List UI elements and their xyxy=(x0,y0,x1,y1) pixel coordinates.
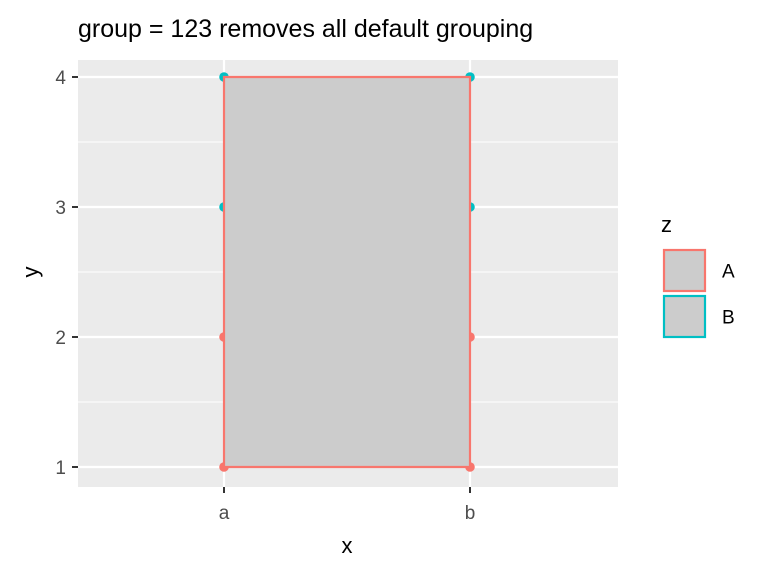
y-tick-label: 1 xyxy=(55,458,66,479)
x-tick-label: a xyxy=(219,503,230,524)
legend-label: A xyxy=(722,262,735,283)
legend-key xyxy=(662,248,707,293)
y-tick-label: 3 xyxy=(55,198,66,219)
y-tick-label: 2 xyxy=(55,328,66,349)
x-axis-title: x xyxy=(342,533,353,558)
legend-title: z xyxy=(661,212,672,237)
legend-key xyxy=(662,294,707,339)
polygon-layer xyxy=(222,75,472,469)
y-axis-title: y xyxy=(18,267,43,278)
legend: z A B xyxy=(661,212,735,339)
chart-title: group = 123 removes all default grouping xyxy=(78,15,533,43)
axes: 1 2 3 4 a b xyxy=(55,68,475,524)
y-tick-label: 4 xyxy=(55,68,66,89)
data-polygon xyxy=(222,75,472,469)
legend-label: B xyxy=(722,308,735,329)
x-tick-label: b xyxy=(465,503,476,524)
